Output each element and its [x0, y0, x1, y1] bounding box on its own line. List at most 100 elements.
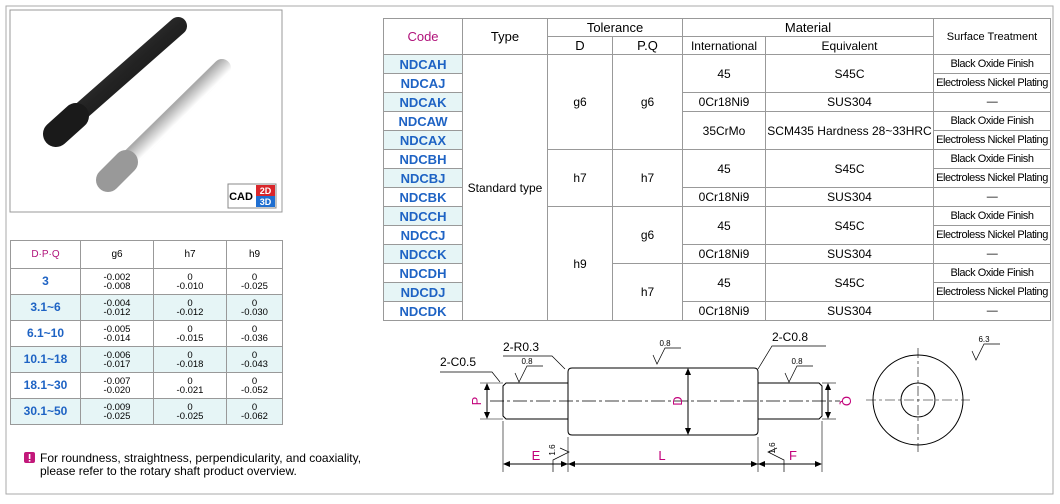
cell-code: NDCBJ [383, 168, 463, 188]
leader-r03 [503, 355, 566, 370]
tolerance-row: 30.1~50 -0.009 -0.025 0 -0.025 0 -0.062 [10, 398, 283, 425]
lower-deviation: -0.021 [176, 384, 204, 396]
upper-deviation: -0.002 [103, 271, 131, 283]
roughness-symbol [784, 365, 813, 383]
diagram-labels: 2-C0.5 2-R0.3 2-C0.8 0.8 0.8 0.8 6.3 1.6… [440, 330, 990, 456]
tolerance-row: 3 -0.002 -0.008 0 -0.010 0 -0.025 [10, 268, 283, 295]
size-range: 10.1~18 [10, 346, 81, 373]
cell-international: 45 [682, 54, 766, 93]
tolerance-row: 3.1~6 -0.004 -0.012 0 -0.012 0 -0.030 [10, 294, 283, 321]
tolerance-cell: -0.002 -0.008 [80, 268, 154, 295]
dim-letter: E [532, 448, 541, 463]
roughness-value: 1.6 [768, 442, 777, 454]
tolerance-table: D·P·Q g6 h7 h9 3 -0.002 -0.008 0 -0.010 0 -0.025 3… [10, 240, 283, 425]
roughness-value: 1.6 [548, 444, 557, 456]
tolerance-cell: 0 -0.010 [153, 268, 227, 295]
cell-equivalent: S45C [765, 54, 934, 93]
tolerance-cell: 0 -0.030 [226, 294, 283, 321]
spec-row: NDCAK 0Cr18Ni9 SUS304— [383, 92, 1051, 112]
upper-deviation: -0.006 [103, 349, 131, 361]
black-shaft-end [43, 103, 89, 147]
spec-row: NDCCJ Electroless Nickel Plating [383, 225, 1051, 245]
lower-deviation: -0.008 [103, 280, 131, 292]
spec-body: NDCAH Standard type g6 g6 45 S45C Black Oxide … [383, 54, 1051, 321]
cell-surface: — [933, 92, 1051, 112]
cell-surface: Electroless Nickel Plating [933, 225, 1051, 245]
cell-code: NDCDJ [383, 282, 463, 302]
tolerance-cell: 0 -0.025 [226, 268, 283, 295]
badge-2d [256, 185, 275, 196]
header-international: International [682, 36, 766, 55]
spec-row: NDCBJ Electroless Nickel Plating [383, 168, 1051, 188]
dim-letter: Q [839, 396, 854, 406]
cell-surface: — [933, 301, 1051, 321]
note-line: please refer to the rotary shaft product… [40, 464, 297, 478]
roughness-symbol [652, 347, 681, 365]
cell-equivalent: SUS304 [765, 92, 934, 112]
spec-row: NDCDJ Electroless Nickel Plating [383, 282, 1051, 302]
image-frame [9, 9, 283, 213]
roughness-symbol [552, 447, 570, 472]
lower-deviation: -0.014 [103, 332, 131, 344]
cell-international: 0Cr18Ni9 [682, 244, 766, 264]
cell-d: h9 [547, 206, 613, 321]
tolerance-cell: 0 -0.036 [226, 320, 283, 347]
tolerance-cell: -0.007 -0.020 [80, 372, 154, 399]
roughness-value: 6.3 [978, 335, 990, 344]
cell-surface: — [933, 187, 1051, 207]
roughness-value: 0.8 [521, 357, 533, 366]
leader-c05 [440, 371, 501, 383]
header-tolerance: Tolerance [547, 18, 683, 37]
tolerance-header-cell: h7 [153, 240, 227, 269]
tolerance-body: 3 -0.002 -0.008 0 -0.010 0 -0.025 3.1~6 -0.004 -0… [10, 268, 283, 425]
spec-row: NDCCH h9 g6 45 S45C Black Oxide Finish [383, 206, 1051, 321]
cell-surface: Black Oxide Finish [933, 54, 1051, 74]
upper-deviation: 0 [251, 375, 258, 387]
cell-pq: h7 [612, 263, 683, 321]
cell-international: 0Cr18Ni9 [682, 92, 766, 112]
silver-shaft-end [96, 150, 138, 192]
label-chamfer: 2-C0.8 [772, 330, 808, 344]
lower-deviation: -0.010 [176, 280, 204, 292]
cell-code: NDCAW [383, 111, 463, 131]
cell-equivalent: S45C [765, 149, 934, 188]
header-equivalent: Equivalent [765, 36, 934, 55]
tolerance-cell: 0 -0.025 [153, 398, 227, 425]
upper-deviation: 0 [187, 349, 193, 361]
cell-equivalent: SUS304 [765, 187, 934, 207]
upper-deviation: -0.005 [103, 323, 131, 335]
cell-code: NDCAX [383, 130, 463, 150]
tolerance-cell: 0 -0.012 [153, 294, 227, 321]
lower-deviation: -0.025 [241, 280, 268, 292]
dimension-letters: P D Q E L F [469, 396, 854, 463]
cell-type: Standard type [462, 54, 548, 321]
size-range: 3 [10, 268, 81, 295]
cell-equivalent: SCM435 Hardness 28~33HRC [765, 111, 934, 150]
dim-letter: L [658, 448, 665, 463]
cell-code: NDCAJ [383, 73, 463, 93]
cell-equivalent: S45C [765, 263, 934, 302]
cell-pq: h7 [612, 149, 683, 207]
roughness-value: 0.8 [659, 339, 671, 348]
spec-row: NDCAJ Electroless Nickel Plating [383, 73, 1051, 93]
tolerance-cell: 0 -0.015 [153, 320, 227, 347]
header-d: D [547, 36, 613, 55]
lower-deviation: -0.062 [241, 410, 268, 422]
cad-label: CAD [229, 191, 253, 203]
cell-surface: — [933, 244, 1051, 264]
cell-international: 35CrMo [682, 111, 766, 150]
upper-deviation: 0 [251, 271, 258, 283]
upper-deviation: -0.009 [103, 401, 131, 413]
upper-deviation: 0 [187, 271, 193, 283]
tolerance-header-cell: h9 [226, 240, 283, 269]
cell-pq: g6 [612, 206, 683, 264]
spec-row: NDCDH h7 45 S45C Black Oxide Finish [383, 263, 1051, 321]
cell-code: NDCAH [383, 54, 463, 74]
cell-code: NDCCK [383, 244, 463, 264]
roughness-symbol [767, 447, 785, 472]
cell-surface: Electroless Nickel Plating [933, 168, 1051, 188]
label-radius: 2-R0.3 [503, 340, 539, 354]
outer-frame [5, 5, 1054, 495]
badge-3d [256, 196, 275, 207]
